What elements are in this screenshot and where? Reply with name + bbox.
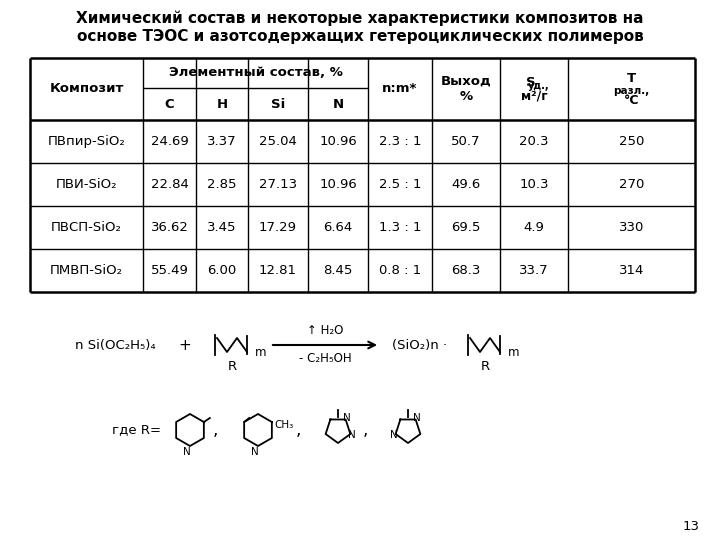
Text: 50.7: 50.7 [451, 135, 481, 148]
Text: +: + [179, 338, 192, 353]
Text: 10.3: 10.3 [519, 178, 549, 191]
Text: 0.8 : 1: 0.8 : 1 [379, 264, 421, 277]
Text: 13: 13 [683, 521, 700, 534]
Text: ,: , [295, 421, 301, 439]
Text: 6.64: 6.64 [323, 221, 353, 234]
Text: 8.45: 8.45 [323, 264, 353, 277]
Text: 68.3: 68.3 [451, 264, 481, 277]
Text: Выход
%: Выход % [441, 75, 491, 103]
Text: основе ТЭОС и азотсодержащих гетероциклических полимеров: основе ТЭОС и азотсодержащих гетероцикли… [76, 29, 644, 44]
Text: 10.96: 10.96 [319, 178, 357, 191]
Text: ПВИ-SiO₂: ПВИ-SiO₂ [55, 178, 117, 191]
Text: Химический состав и некоторые характеристики композитов на: Химический состав и некоторые характерис… [76, 10, 644, 26]
Text: 33.7: 33.7 [519, 264, 549, 277]
Text: 2.5 : 1: 2.5 : 1 [379, 178, 421, 191]
Text: ПМВП-SiO₂: ПМВП-SiO₂ [50, 264, 123, 277]
Text: 22.84: 22.84 [150, 178, 189, 191]
Text: S: S [526, 77, 536, 90]
Text: Si: Si [271, 98, 285, 111]
Text: 314: 314 [618, 264, 644, 277]
Text: 4.9: 4.9 [523, 221, 544, 234]
Text: N: N [348, 430, 356, 440]
Text: ↑ H₂O: ↑ H₂O [307, 325, 343, 338]
Text: R: R [228, 361, 237, 374]
Text: 49.6: 49.6 [451, 178, 481, 191]
Text: 69.5: 69.5 [451, 221, 481, 234]
Text: - C₂H₅OH: - C₂H₅OH [299, 352, 351, 365]
Text: 17.29: 17.29 [259, 221, 297, 234]
Text: ПВСП-SiO₂: ПВСП-SiO₂ [51, 221, 122, 234]
Text: R: R [480, 361, 490, 374]
Text: H: H [217, 98, 228, 111]
Text: 1.3 : 1: 1.3 : 1 [379, 221, 421, 234]
Text: N: N [343, 413, 351, 423]
Text: Композит: Композит [49, 83, 124, 96]
Text: N: N [333, 98, 343, 111]
Text: ПВпир-SiO₂: ПВпир-SiO₂ [48, 135, 125, 148]
Text: м²/г: м²/г [521, 90, 547, 103]
Text: 20.3: 20.3 [519, 135, 549, 148]
Text: T: T [627, 72, 636, 85]
Text: 270: 270 [618, 178, 644, 191]
Text: уд.,: уд., [528, 81, 550, 91]
Text: 25.04: 25.04 [259, 135, 297, 148]
Text: 330: 330 [618, 221, 644, 234]
Text: N: N [390, 430, 397, 440]
Text: N: N [251, 447, 259, 457]
Text: N: N [413, 413, 420, 423]
Text: 12.81: 12.81 [259, 264, 297, 277]
Text: ,: , [212, 421, 217, 439]
Text: 24.69: 24.69 [150, 135, 189, 148]
Text: (SiO₂)n ·: (SiO₂)n · [392, 339, 448, 352]
Text: где R=: где R= [112, 423, 161, 436]
Text: m: m [255, 346, 266, 359]
Text: N: N [183, 447, 191, 457]
Text: CH₃: CH₃ [275, 420, 294, 430]
Text: 36.62: 36.62 [150, 221, 189, 234]
Text: 2.85: 2.85 [207, 178, 237, 191]
Text: °С: °С [624, 94, 639, 107]
Text: ,: , [362, 421, 368, 439]
Text: 2.3 : 1: 2.3 : 1 [379, 135, 421, 148]
Text: n Si(OC₂H₅)₄: n Si(OC₂H₅)₄ [75, 339, 156, 352]
Text: C: C [165, 98, 174, 111]
Text: 10.96: 10.96 [319, 135, 357, 148]
Text: 3.45: 3.45 [207, 221, 237, 234]
Text: 6.00: 6.00 [207, 264, 237, 277]
Text: Элементный состав, %: Элементный состав, % [168, 66, 343, 79]
Text: разл.,: разл., [613, 86, 649, 96]
Text: 55.49: 55.49 [150, 264, 189, 277]
Text: 27.13: 27.13 [259, 178, 297, 191]
Text: m: m [508, 346, 520, 359]
Text: 3.37: 3.37 [207, 135, 237, 148]
Text: n:m*: n:m* [382, 83, 418, 96]
Text: 250: 250 [618, 135, 644, 148]
